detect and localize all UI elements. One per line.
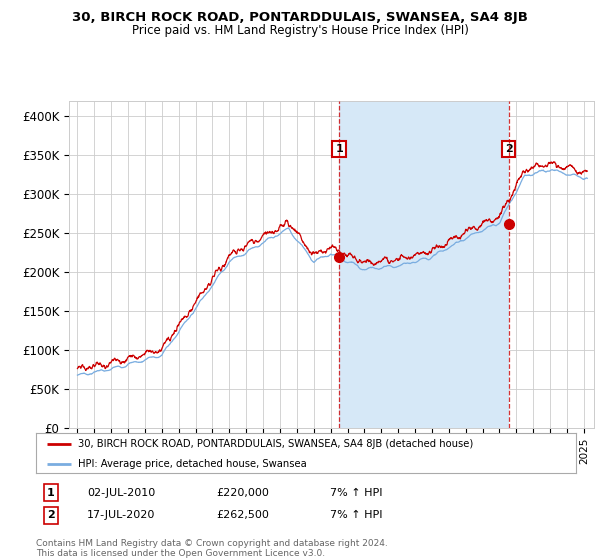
Text: 2: 2: [47, 510, 55, 520]
Text: HPI: Average price, detached house, Swansea: HPI: Average price, detached house, Swan…: [78, 459, 307, 469]
Text: 2: 2: [505, 144, 512, 154]
Text: 17-JUL-2020: 17-JUL-2020: [87, 510, 155, 520]
Bar: [339, 101, 509, 428]
Text: 7% ↑ HPI: 7% ↑ HPI: [330, 510, 383, 520]
Text: Price paid vs. HM Land Registry's House Price Index (HPI): Price paid vs. HM Land Registry's House …: [131, 24, 469, 36]
Text: £262,500: £262,500: [216, 510, 269, 520]
Text: 30, BIRCH ROCK ROAD, PONTARDDULAIS, SWANSEA, SA4 8JB: 30, BIRCH ROCK ROAD, PONTARDDULAIS, SWAN…: [72, 11, 528, 24]
Text: 7% ↑ HPI: 7% ↑ HPI: [330, 488, 383, 498]
Text: £220,000: £220,000: [216, 488, 269, 498]
Text: 1: 1: [335, 144, 343, 154]
Text: Contains HM Land Registry data © Crown copyright and database right 2024.
This d: Contains HM Land Registry data © Crown c…: [36, 539, 388, 558]
Text: 1: 1: [47, 488, 55, 498]
Text: 02-JUL-2010: 02-JUL-2010: [87, 488, 155, 498]
Text: 30, BIRCH ROCK ROAD, PONTARDDULAIS, SWANSEA, SA4 8JB (detached house): 30, BIRCH ROCK ROAD, PONTARDDULAIS, SWAN…: [78, 439, 473, 449]
